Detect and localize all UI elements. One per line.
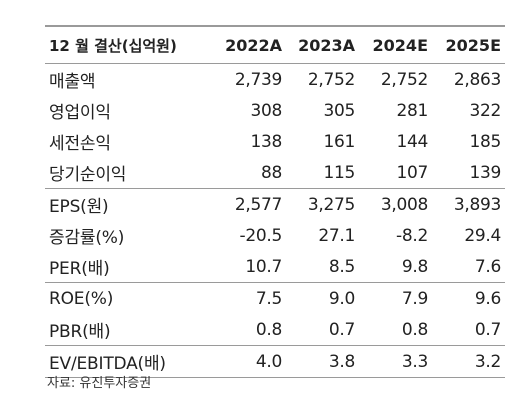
table-cell: 3,893: [432, 188, 505, 220]
table-cell: 10.7: [245, 256, 282, 277]
table-cell: 2,752: [380, 69, 428, 90]
row-label: 세전손익: [49, 134, 111, 154]
row-label: 매출액: [49, 72, 96, 92]
table-cell: 0.7: [328, 319, 355, 340]
table-cell: 281: [396, 100, 428, 121]
header-year-2022a: 2022A: [213, 25, 286, 64]
table-cell: 308: [250, 100, 282, 121]
row-label: EPS(원): [45, 188, 213, 220]
header-label: 12 월 결산(십억원): [45, 25, 213, 64]
table-cell: 161: [323, 131, 355, 152]
header-year-2024e: 2024E: [359, 25, 432, 64]
header-year-2023a: 2023A: [286, 25, 359, 64]
row-label: EV/EBITDA(배): [45, 345, 213, 378]
table-cell: 305: [323, 100, 355, 121]
table-cell: 139: [469, 162, 501, 183]
table-cell: 9.6: [432, 282, 505, 314]
table-row-pbr: PBR(배) 0.8 0.7 0.8 0.7: [45, 314, 505, 346]
table-cell: 29.4: [464, 225, 501, 246]
table-cell: 2,577: [213, 188, 286, 220]
table-cell: 2,752: [307, 69, 355, 90]
table-cell: 3.8: [286, 345, 359, 378]
table-cell: -8.2: [396, 225, 428, 246]
table-cell: 2,739: [234, 69, 282, 90]
header-row: 12 월 결산(십억원) 2022A 2023A 2024E 2025E: [45, 25, 505, 64]
table-cell: 185: [469, 131, 501, 152]
table-cell: 7.9: [359, 282, 432, 314]
table-row-growth-rate: 증감률(%) -20.5 27.1 -8.2 29.4: [45, 220, 505, 251]
row-label: 영업이익: [49, 103, 111, 123]
table-cell: 138: [250, 131, 282, 152]
table-cell: 3,008: [359, 188, 432, 220]
table-body: 매출액 2,739 2,752 2,752 2,863 영업이익 308 305…: [45, 64, 505, 378]
table-cell: 322: [469, 100, 501, 121]
table-cell: 8.5: [328, 256, 355, 277]
table-cell: 7.5: [213, 282, 286, 314]
table-cell: 115: [323, 162, 355, 183]
table-cell: 27.1: [318, 225, 355, 246]
row-label: 증감률(%): [49, 228, 125, 248]
table-cell: 7.6: [474, 256, 501, 277]
table-cell: 0.8: [255, 319, 282, 340]
table-cell: 4.0: [213, 345, 286, 378]
table-cell: 3.3: [359, 345, 432, 378]
financial-summary-table: 12 월 결산(십억원) 2022A 2023A 2024E 2025E 매출액…: [45, 25, 505, 378]
source-note: 자료: 유진투자증권: [47, 376, 152, 391]
table-cell: 88: [260, 162, 282, 183]
table-cell: 107: [396, 162, 428, 183]
table-cell: -20.5: [239, 225, 283, 246]
table-row-eps: EPS(원) 2,577 3,275 3,008 3,893: [45, 188, 505, 220]
table-row-ev-ebitda: EV/EBITDA(배) 4.0 3.8 3.3 3.2: [45, 345, 505, 378]
table-cell: 0.8: [401, 319, 428, 340]
table-header: 12 월 결산(십억원) 2022A 2023A 2024E 2025E: [45, 25, 505, 64]
table-cell: 9.8: [401, 256, 428, 277]
table-cell: 3,275: [286, 188, 359, 220]
table-row-per: PER(배) 10.7 8.5 9.8 7.6: [45, 251, 505, 283]
row-label: PER(배): [49, 259, 110, 279]
row-label: PBR(배): [49, 322, 111, 342]
table-cell: 144: [396, 131, 428, 152]
row-label: 당기순이익: [49, 165, 127, 185]
table-row-revenue: 매출액 2,739 2,752 2,752 2,863: [45, 64, 505, 96]
table-row-operating-profit: 영업이익 308 305 281 322: [45, 95, 505, 126]
table-cell: 0.7: [474, 319, 501, 340]
header-year-2025e: 2025E: [432, 25, 505, 64]
table-row-pretax-income: 세전손익 138 161 144 185: [45, 126, 505, 157]
table-cell: 3.2: [432, 345, 505, 378]
table-row-net-income: 당기순이익 88 115 107 139: [45, 157, 505, 189]
table-cell: 9.0: [286, 282, 359, 314]
row-label: ROE(%): [45, 282, 213, 314]
table-row-roe: ROE(%) 7.5 9.0 7.9 9.6: [45, 282, 505, 314]
table-cell: 2,863: [453, 69, 501, 90]
